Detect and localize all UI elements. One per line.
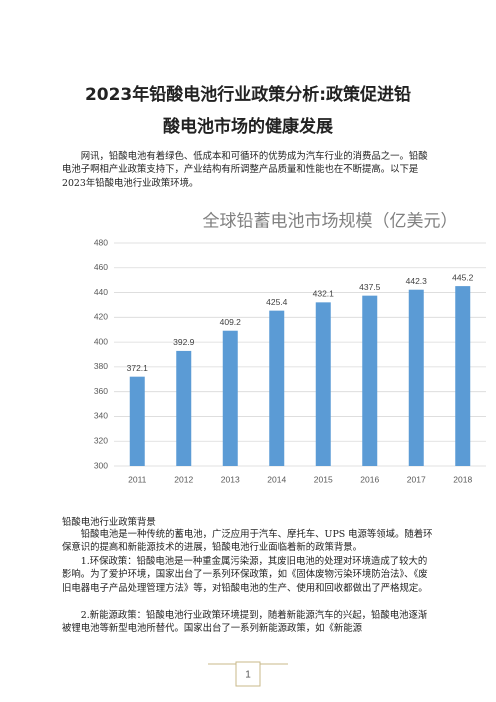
paragraph: 2.新能源政策：铅酸电池行业政策环境提到，随着新能源汽车的兴起，铅酸电池逐渐被锂… bbox=[62, 610, 428, 635]
y-tick-label: 300 bbox=[94, 460, 108, 470]
section-heading: 铅酸电池行业政策背景 bbox=[62, 517, 156, 528]
bar bbox=[315, 302, 331, 466]
x-tick-label: 2011 bbox=[128, 474, 147, 484]
value-label: 372.1 bbox=[127, 363, 149, 373]
x-tick-label: 2016 bbox=[360, 474, 379, 484]
y-tick-label: 360 bbox=[94, 386, 108, 396]
bar bbox=[408, 289, 424, 466]
y-tick-label: 400 bbox=[94, 336, 108, 346]
y-tick-label: 420 bbox=[94, 312, 108, 322]
value-label: 432.1 bbox=[313, 289, 335, 299]
page-number: 1 bbox=[245, 670, 251, 681]
value-label: 437.5 bbox=[359, 282, 381, 292]
y-tick-label: 440 bbox=[94, 287, 108, 297]
y-tick-label: 340 bbox=[94, 411, 108, 421]
bar bbox=[269, 310, 285, 466]
value-label: 409.2 bbox=[220, 317, 242, 327]
y-tick-label: 380 bbox=[94, 361, 108, 371]
bar bbox=[176, 350, 192, 466]
title-line: 2023年铅酸电池行业政策分析:政策促进铅 bbox=[84, 85, 412, 105]
bar bbox=[362, 295, 378, 466]
x-tick-label: 2017 bbox=[407, 474, 426, 484]
bar bbox=[222, 330, 238, 466]
y-tick-label: 480 bbox=[94, 237, 108, 247]
chart: 全球铅蓄电池市场规模（亿美元） 300 320 340 360 380 400 420 440… bbox=[94, 211, 486, 484]
x-tick-label: 2014 bbox=[267, 474, 286, 484]
title-line: 酸电池市场的健康发展 bbox=[163, 117, 333, 137]
x-tick-label: 2018 bbox=[453, 474, 472, 484]
bar bbox=[455, 286, 471, 466]
x-tick-label: 2015 bbox=[314, 474, 333, 484]
value-label: 392.9 bbox=[173, 337, 195, 347]
y-tick-label: 320 bbox=[94, 435, 108, 445]
paragraph: 铅酸电池是一种传统的蓄电池，广泛应用于汽车、摩托车、UPS 电源等领域。随着环保… bbox=[62, 529, 433, 554]
bar bbox=[129, 376, 145, 466]
x-tick-label: 2012 bbox=[174, 474, 193, 484]
paragraph: 1.环保政策：铅酸电池是一种重金属污染源，其废旧电池的处理对环境造成了较大的影响… bbox=[62, 556, 428, 594]
value-label: 425.4 bbox=[266, 297, 288, 307]
value-label: 445.2 bbox=[452, 272, 474, 282]
page-number-box: 1 bbox=[208, 661, 288, 687]
x-tick-label: 2013 bbox=[221, 474, 240, 484]
chart-title: 全球铅蓄电池市场规模（亿美元） bbox=[203, 211, 458, 230]
y-tick-label: 460 bbox=[94, 262, 108, 272]
value-label: 442.3 bbox=[406, 276, 428, 286]
intro: 网讯，铅酸电池有着绿色、低成本和可循环的优势成为汽车行业的消费品之一。铅酸电池子… bbox=[62, 151, 428, 189]
